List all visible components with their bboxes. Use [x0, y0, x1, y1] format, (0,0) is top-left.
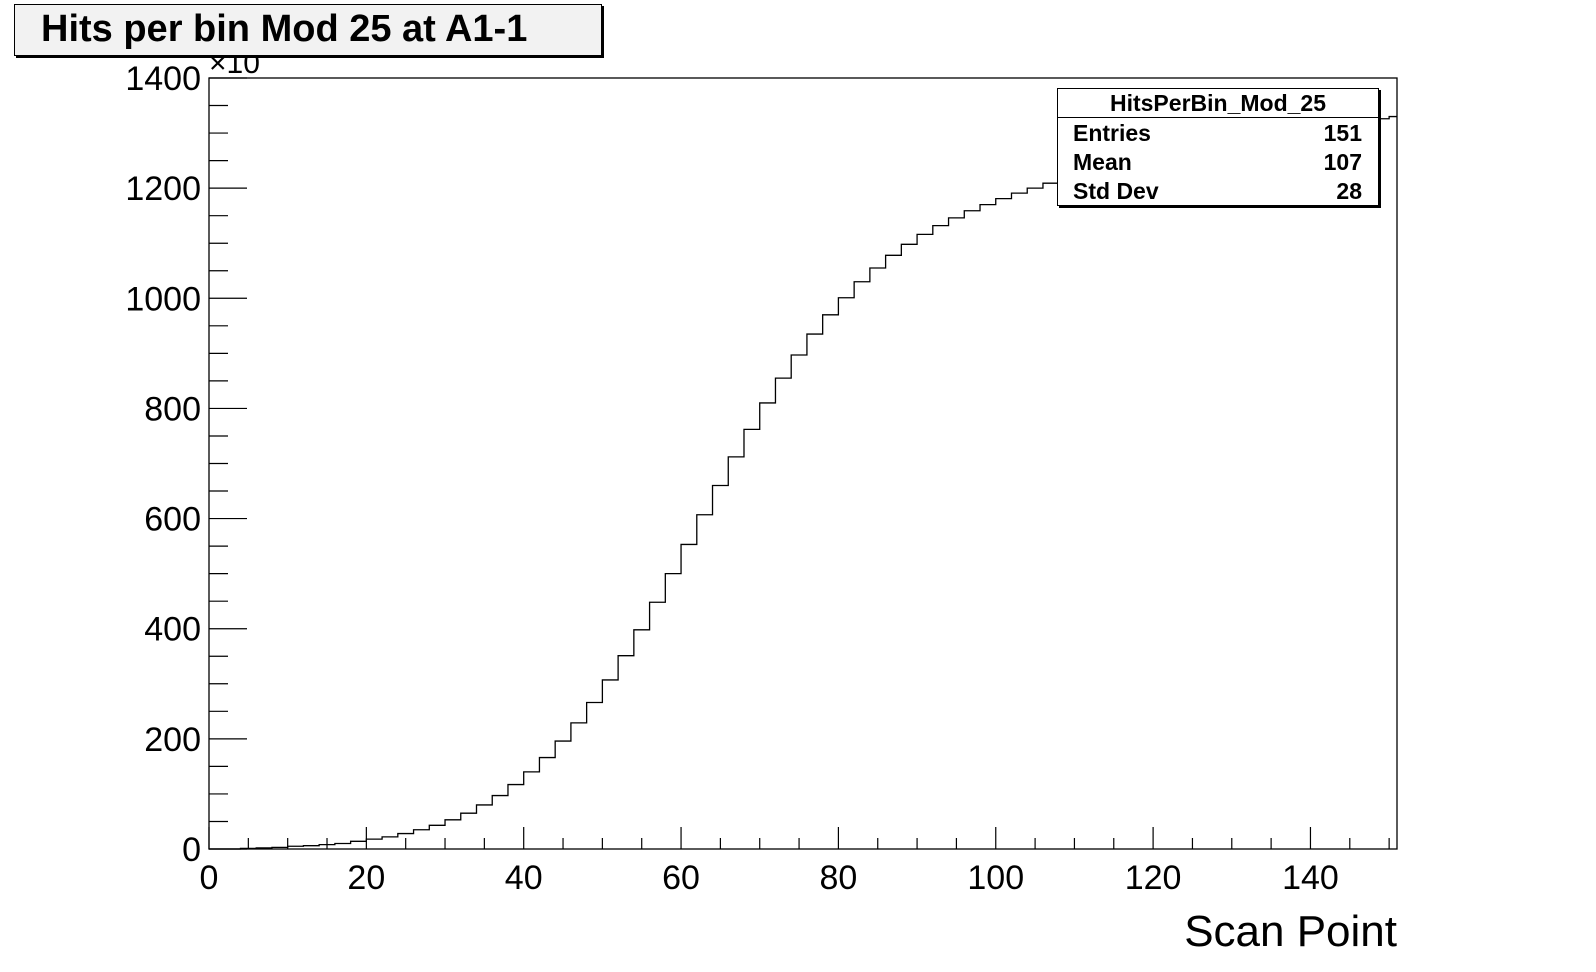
y-axis-ticks — [209, 77, 247, 850]
stats-value: 107 — [1323, 149, 1362, 175]
x-tick-label: 60 — [662, 859, 700, 897]
stats-label: Entries — [1073, 120, 1151, 146]
stats-row-stddev: Std Dev 28 — [1058, 176, 1378, 205]
chart-title: Hits per bin Mod 25 at A1-1 — [14, 4, 602, 56]
x-tick-label: 20 — [347, 859, 385, 897]
stats-value: 28 — [1336, 178, 1362, 204]
x-tick-label: 120 — [1125, 859, 1182, 897]
x-tick-label: 0 — [200, 859, 219, 897]
y-tick-label: 400 — [144, 611, 201, 649]
stats-title: HitsPerBin_Mod_25 — [1058, 89, 1378, 118]
histogram-step-line — [209, 115, 1397, 850]
y-axis-tick-labels: 0 200 400 600 800 1000 1200 1400 — [125, 60, 201, 869]
x-axis-tick-labels: 0 20 40 60 80 100 120 140 — [200, 859, 1339, 897]
stats-value: 151 — [1323, 120, 1362, 146]
stats-row-entries: Entries 151 — [1058, 118, 1378, 147]
y-tick-label: 1200 — [125, 170, 201, 208]
y-tick-label: 200 — [144, 721, 201, 759]
x-tick-label: 100 — [967, 859, 1024, 897]
y-tick-label: 800 — [144, 390, 201, 428]
stats-label: Mean — [1073, 149, 1132, 175]
x-axis-label: Scan Point — [1184, 907, 1397, 956]
x-tick-label: 140 — [1282, 859, 1339, 897]
y-tick-label: 1000 — [125, 280, 201, 318]
y-tick-label: 1400 — [125, 60, 201, 98]
x-tick-label: 40 — [505, 859, 543, 897]
x-axis-ticks — [208, 827, 1390, 849]
x-tick-label: 80 — [819, 859, 857, 897]
stats-label: Std Dev — [1073, 178, 1159, 204]
y-tick-label: 0 — [182, 831, 201, 869]
y-tick-label: 600 — [144, 501, 201, 539]
stats-row-mean: Mean 107 — [1058, 147, 1378, 176]
stats-box: HitsPerBin_Mod_25 Entries 151 Mean 107 S… — [1057, 88, 1379, 206]
